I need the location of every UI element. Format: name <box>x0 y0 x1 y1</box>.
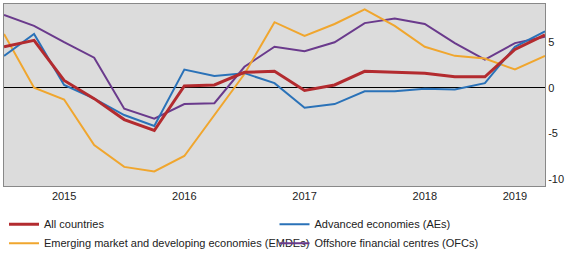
svg-text:All countries: All countries <box>44 218 104 230</box>
svg-text:-10: -10 <box>548 173 564 185</box>
svg-text:-5: -5 <box>548 127 558 139</box>
svg-text:2016: 2016 <box>172 190 196 202</box>
svg-text:Advanced economies (AEs): Advanced economies (AEs) <box>315 218 451 230</box>
svg-text:5: 5 <box>548 36 554 48</box>
svg-text:2015: 2015 <box>52 190 76 202</box>
svg-text:0: 0 <box>548 82 554 94</box>
svg-text:Emerging market and developing: Emerging market and developing economies… <box>44 237 309 249</box>
svg-text:2018: 2018 <box>413 190 437 202</box>
svg-text:Offshore financial centres (OF: Offshore financial centres (OFCs) <box>315 237 479 249</box>
svg-text:2017: 2017 <box>292 190 316 202</box>
svg-text:2019: 2019 <box>503 190 527 202</box>
